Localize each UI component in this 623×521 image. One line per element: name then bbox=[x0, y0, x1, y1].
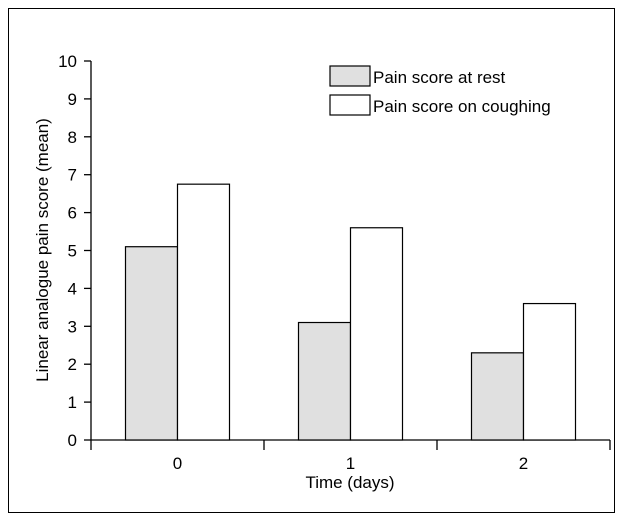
legend: Pain score at rest Pain score on coughing bbox=[329, 65, 551, 116]
legend-swatch bbox=[329, 65, 371, 87]
bars bbox=[124, 183, 577, 441]
x-axis: 0 1 2 bbox=[90, 439, 611, 473]
x-tick-label: 0 bbox=[173, 454, 182, 473]
y-axis-label: Linear analogue pain score (mean) bbox=[33, 118, 52, 382]
x-tick-label: 1 bbox=[346, 454, 355, 473]
legend-swatch bbox=[329, 94, 371, 116]
y-tick-label: 1 bbox=[68, 393, 77, 412]
x-axis-label: Time (days) bbox=[305, 473, 394, 492]
y-tick-label: 9 bbox=[68, 90, 77, 109]
bar-rest-day-2 bbox=[470, 352, 525, 441]
y-tick-label: 8 bbox=[68, 128, 77, 147]
x-tick-label: 2 bbox=[519, 454, 528, 473]
y-tick-label: 4 bbox=[68, 279, 77, 298]
y-tick-label: 5 bbox=[68, 242, 77, 261]
bar-rest-day-1 bbox=[297, 321, 352, 441]
bar-coughing-day-0 bbox=[176, 183, 231, 441]
y-tick-label: 0 bbox=[68, 431, 77, 450]
y-tick-label: 10 bbox=[58, 52, 77, 71]
y-tick-label: 7 bbox=[68, 166, 77, 185]
legend-label: Pain score at rest bbox=[373, 68, 506, 87]
bar-rest-day-0 bbox=[124, 246, 179, 441]
legend-label: Pain score on coughing bbox=[373, 97, 551, 116]
bar-coughing-day-1 bbox=[349, 227, 404, 441]
y-tick-label: 2 bbox=[68, 355, 77, 374]
y-tick-label: 6 bbox=[68, 204, 77, 223]
y-axis: 0 1 2 3 4 5 6 7 8 9 10 bbox=[58, 52, 92, 450]
y-tick-label: 3 bbox=[68, 317, 77, 336]
bar-coughing-day-2 bbox=[522, 302, 577, 441]
